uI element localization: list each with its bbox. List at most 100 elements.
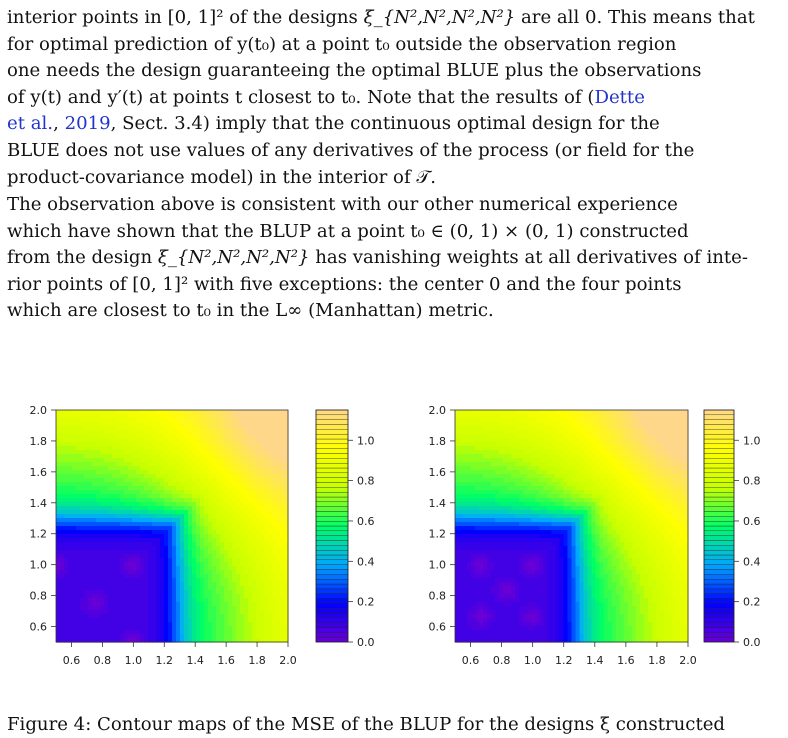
heatmap-cell <box>519 622 524 627</box>
heatmap-cell <box>232 634 237 639</box>
heatmap-cell <box>276 522 281 527</box>
heatmap-cell <box>216 610 221 615</box>
heatmap-cell <box>212 530 217 535</box>
colorbar-tick-label: 0.0 <box>357 636 375 649</box>
heatmap-cell <box>228 622 233 627</box>
heatmap-cell <box>527 634 532 639</box>
heatmap-cell <box>72 582 77 587</box>
heatmap-cell <box>152 546 157 551</box>
heatmap-cell <box>184 506 189 511</box>
heatmap-cell <box>172 618 177 623</box>
heatmap-cell <box>176 610 181 615</box>
heatmap-cell <box>531 494 536 499</box>
heatmap-cell <box>232 446 237 451</box>
heatmap-cell <box>168 506 173 511</box>
heatmap-cell <box>188 486 193 491</box>
heatmap-cell <box>60 622 65 627</box>
heatmap-cell <box>168 486 173 491</box>
heatmap-cell <box>120 470 125 475</box>
heatmap-cell <box>176 602 181 607</box>
heatmap-cell <box>56 546 61 551</box>
heatmap-cell <box>64 582 69 587</box>
heatmap-cell <box>511 586 516 591</box>
heatmap-cell <box>236 534 241 539</box>
heatmap-cell <box>200 526 205 531</box>
heatmap-cell <box>551 590 556 595</box>
heatmap-cell <box>188 466 193 471</box>
heatmap-cell <box>499 606 504 611</box>
heatmap-cell <box>160 486 165 491</box>
heatmap-cell <box>152 470 157 475</box>
heatmap-cell <box>220 518 225 523</box>
heatmap-cell <box>96 506 101 511</box>
heatmap-cell <box>148 418 153 423</box>
heatmap-cell <box>232 442 237 447</box>
heatmap-cell <box>471 498 476 503</box>
heatmap-cell <box>80 494 85 499</box>
heatmap-cell <box>507 590 512 595</box>
heatmap-cell <box>152 474 157 479</box>
heatmap-cell <box>88 490 93 495</box>
heatmap-cell <box>180 474 185 479</box>
heatmap-cell <box>248 510 253 515</box>
heatmap-cell <box>112 534 117 539</box>
heatmap-cell <box>152 418 157 423</box>
heatmap-cell <box>535 634 540 639</box>
heatmap-cell <box>140 438 145 443</box>
heatmap-cell <box>220 590 225 595</box>
heatmap-cell <box>455 502 460 507</box>
heatmap-cell <box>140 454 145 459</box>
heatmap-cell <box>276 458 281 463</box>
heatmap-cell <box>144 562 149 567</box>
heatmap-cell <box>491 606 496 611</box>
heatmap-cell <box>60 542 65 547</box>
heatmap-cell <box>132 566 137 571</box>
heatmap-cell <box>84 426 89 431</box>
heatmap-cell <box>92 426 97 431</box>
heatmap-cell <box>220 426 225 431</box>
heatmap-cell <box>547 534 552 539</box>
heatmap-cell <box>555 438 560 443</box>
heatmap-cell <box>272 618 277 623</box>
heatmap-cell <box>272 590 277 595</box>
heatmap-cell <box>184 442 189 447</box>
heatmap-cell <box>140 414 145 419</box>
heatmap-cell <box>268 414 273 419</box>
heatmap-cell <box>76 518 81 523</box>
heatmap-cell <box>499 534 504 539</box>
heatmap-cell <box>264 590 269 595</box>
heatmap-cell <box>467 546 472 551</box>
heatmap-cell <box>527 570 532 575</box>
heatmap-cell <box>248 462 253 467</box>
heatmap-cell <box>471 454 476 459</box>
heatmap-cell <box>547 454 552 459</box>
heatmap-cell <box>240 518 245 523</box>
colorbar-band <box>316 497 348 502</box>
heatmap-cell <box>491 498 496 503</box>
heatmap-cell <box>519 534 524 539</box>
heatmap-cell <box>555 494 560 499</box>
heatmap-cell <box>164 530 169 535</box>
heatmap-cell <box>156 526 161 531</box>
heatmap-cell <box>120 450 125 455</box>
heatmap-cell <box>124 418 129 423</box>
heatmap-cell <box>72 562 77 567</box>
heatmap-cell <box>120 626 125 631</box>
heatmap-cell <box>515 486 520 491</box>
heatmap-cell <box>264 510 269 515</box>
heatmap-cell <box>224 482 229 487</box>
heatmap-cell <box>232 454 237 459</box>
heatmap-cell <box>491 506 496 511</box>
heatmap-cell <box>84 614 89 619</box>
heatmap-cell <box>236 610 241 615</box>
heatmap-cell <box>531 514 536 519</box>
heatmap-cell <box>152 442 157 447</box>
heatmap-cell <box>56 422 61 427</box>
heatmap-cell <box>551 422 556 427</box>
heatmap-cell <box>232 502 237 507</box>
heatmap-cell <box>479 494 484 499</box>
heatmap-cell <box>455 618 460 623</box>
heatmap-cell <box>192 614 197 619</box>
heatmap-cell <box>188 614 193 619</box>
heatmap-cell <box>84 570 89 575</box>
